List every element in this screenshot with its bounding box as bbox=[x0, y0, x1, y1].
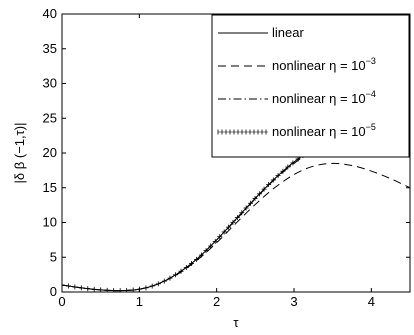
legend-label-exponent: −5 bbox=[366, 122, 376, 132]
legend-label: nonlinear η = 10−5 bbox=[272, 122, 376, 139]
x-tick-label: 1 bbox=[136, 294, 143, 309]
y-tick-label: 40 bbox=[43, 6, 57, 21]
y-axis-label: |δ β (−1,τ)| bbox=[12, 123, 27, 184]
y-tick-label: 25 bbox=[43, 110, 57, 125]
y-tick-label: 20 bbox=[43, 145, 57, 160]
legend-label: linear bbox=[272, 25, 304, 40]
legend-box bbox=[211, 14, 410, 158]
legend-label-base: linear bbox=[272, 25, 304, 40]
x-tick-label: 3 bbox=[290, 294, 297, 309]
x-axis-label: τ bbox=[233, 315, 239, 330]
legend-label-base: nonlinear η = 10 bbox=[272, 124, 366, 139]
y-tick-label: 0 bbox=[50, 284, 57, 299]
legend-label-exponent: −4 bbox=[366, 89, 376, 99]
legend-label-base: nonlinear η = 10 bbox=[272, 58, 366, 73]
legend-label-base: nonlinear η = 10 bbox=[272, 91, 366, 106]
y-tick-label: 35 bbox=[43, 41, 57, 56]
x-tick-label: 0 bbox=[58, 294, 65, 309]
legend-label-exponent: −3 bbox=[366, 56, 376, 66]
x-tick-label: 2 bbox=[213, 294, 220, 309]
y-tick-label: 15 bbox=[43, 180, 57, 195]
y-tick-label: 5 bbox=[50, 249, 57, 264]
legend-label: nonlinear η = 10−3 bbox=[272, 56, 376, 73]
y-tick-label: 10 bbox=[43, 215, 57, 230]
x-tick-label: 4 bbox=[368, 294, 375, 309]
legend-label: nonlinear η = 10−4 bbox=[272, 89, 376, 106]
y-tick-label: 30 bbox=[43, 76, 57, 91]
